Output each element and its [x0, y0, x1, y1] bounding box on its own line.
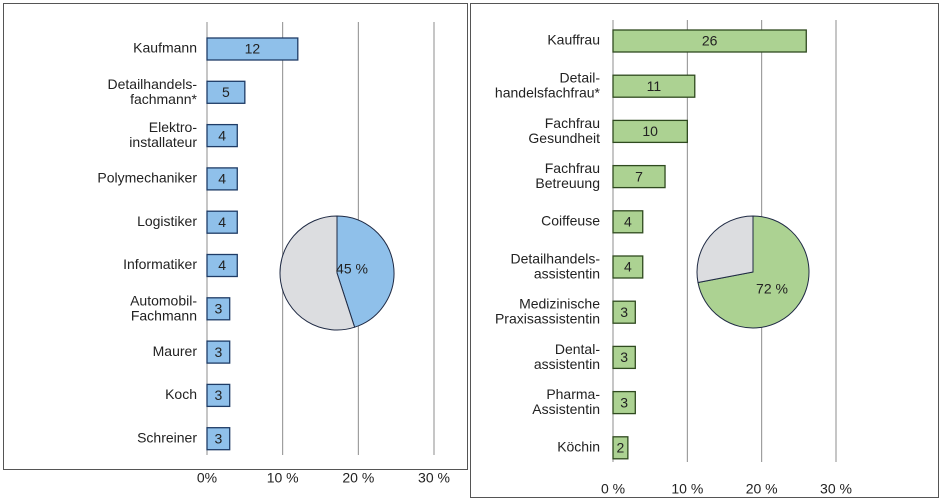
bar-value-label: 3: [620, 349, 628, 365]
bar: [206, 37, 299, 61]
bar-value-label: 5: [222, 84, 230, 100]
y-tick-label: Maurer: [153, 343, 198, 359]
y-tick-label: Automobil-Fachmann: [130, 292, 197, 323]
bar: [206, 123, 238, 148]
bar-value-label: 3: [214, 430, 222, 446]
bar: [612, 300, 636, 324]
bar-value-label: 4: [624, 214, 632, 230]
pie-slice: [696, 215, 754, 284]
pie-slice: [336, 215, 395, 328]
bar-value-label: 26: [702, 33, 718, 49]
bar-value-label: 12: [245, 41, 261, 57]
bar-value-label: 3: [620, 304, 628, 320]
y-tick-label: Koch: [165, 386, 197, 402]
pie-label: 45 %: [336, 261, 368, 277]
y-tick-label: Kauffrau: [547, 32, 600, 48]
pie-slice: [279, 215, 356, 331]
y-tick-label: Elektro-installateur: [129, 119, 197, 150]
bar: [612, 29, 807, 53]
x-tick-label: 0 %: [601, 481, 625, 497]
bar: [612, 119, 688, 144]
x-tick-label: 0%: [197, 470, 217, 486]
bar: [612, 255, 644, 279]
y-tick-label: Fachfrau Betreuung: [535, 160, 600, 191]
bar-value-label: 3: [214, 387, 222, 403]
y-tick-label: Pharma-Assistentin: [532, 386, 600, 417]
bar: [206, 210, 238, 234]
bar: [612, 390, 636, 415]
bar: [206, 167, 238, 191]
x-tick-label: 20 %: [746, 481, 778, 497]
y-tick-label: Detail-handelsfachfrau*: [495, 69, 601, 100]
bar: [206, 383, 231, 408]
bar-value-label: 3: [214, 344, 222, 360]
bar: [206, 253, 238, 278]
y-tick-label: Informatiker: [123, 256, 197, 272]
bar-value-label: 3: [214, 301, 222, 317]
bar: [206, 340, 231, 364]
bar-value-label: 4: [218, 127, 226, 143]
bar: [206, 80, 246, 104]
y-tick-label: Detailhandels-fachmann*: [108, 76, 198, 107]
y-tick-label: Logistiker: [137, 213, 197, 229]
bar-value-label: 11: [647, 78, 662, 94]
x-tick-label: 30 %: [820, 481, 852, 497]
panel-frame: [3, 3, 468, 470]
y-tick-label: Coiffeuse: [541, 213, 600, 229]
bar-value-label: 7: [635, 168, 643, 184]
x-tick-label: 10 %: [267, 470, 299, 486]
bar: [612, 74, 696, 98]
bar: [612, 436, 629, 460]
bar-value-label: 4: [218, 257, 226, 273]
x-tick-label: 30 %: [418, 470, 450, 486]
bar: [612, 164, 666, 189]
y-tick-label: Dental-assistentin: [534, 341, 600, 372]
bar-value-label: 4: [624, 259, 632, 275]
y-tick-label: Schreiner: [137, 429, 197, 445]
bar: [612, 345, 636, 370]
y-tick-label: Detailhandels-assistentin: [511, 250, 601, 281]
bar-value-label: 4: [218, 214, 226, 230]
pie-label: 72 %: [756, 281, 788, 297]
bar: [612, 210, 644, 234]
x-tick-label: 10 %: [671, 481, 703, 497]
bar: [206, 427, 231, 451]
y-tick-label: Polymechaniker: [97, 170, 197, 186]
y-tick-label: Köchin: [557, 439, 600, 455]
bar-value-label: 4: [218, 171, 226, 187]
x-tick-label: 20 %: [342, 470, 374, 486]
y-tick-label: Medizinische Praxisassistentin: [495, 295, 600, 326]
bar: [206, 297, 231, 321]
bar-value-label: 2: [617, 440, 625, 456]
y-tick-label: Fachfrau Gesundheit: [528, 115, 600, 146]
bar-value-label: 10: [642, 123, 658, 139]
bar-value-label: 3: [620, 394, 628, 410]
y-tick-label: Kaufmann: [133, 40, 197, 56]
